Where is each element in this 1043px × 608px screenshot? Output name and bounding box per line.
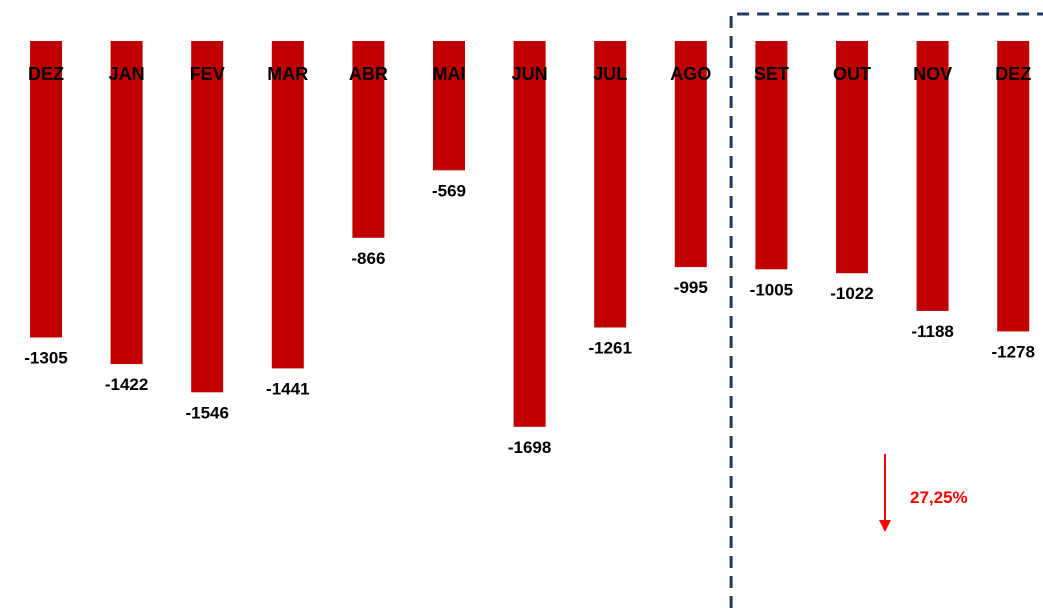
category-label: JAN [109,64,145,84]
value-label: -1441 [266,379,309,398]
highlight-box [729,12,1043,608]
category-label: AGO [670,64,711,84]
bar-mar-3 [271,41,304,369]
category-label: NOV [913,64,952,84]
bar-out-10 [836,41,868,274]
value-label: -569 [432,181,466,200]
value-label: -1278 [991,342,1034,361]
labels-layer: -1305 -1422 -1546 -1441 -866 -569 -1698 -1261 -9… [24,64,1035,457]
value-label: -1698 [508,438,551,457]
category-label: DEZ [995,64,1031,84]
value-label: -866 [351,249,385,268]
bar-jul-7 [594,41,627,328]
bar-dez-0 [30,41,62,338]
bar-fev-2 [191,41,224,393]
value-label: -1261 [588,339,631,358]
value-label: -995 [674,278,708,297]
bar-set-9 [755,41,788,270]
annotation-label: 27,25% [910,488,968,507]
annotation: 27,25% [879,454,968,532]
value-label: -1546 [185,403,228,422]
category-label: OUT [833,64,871,84]
bar-dez-12 [997,41,1030,332]
down-arrow-head-icon [879,520,891,532]
bar-ago-8 [674,41,707,268]
category-label: FEV [190,64,225,84]
value-label: -1422 [105,375,148,394]
bar-jan-1 [110,41,143,365]
category-label: ABR [349,64,388,84]
value-label: -1188 [911,322,954,341]
value-label: -1305 [24,349,67,368]
bar-jun-6 [513,41,546,427]
bar-nov-11 [916,41,949,311]
category-label: SET [754,64,789,84]
category-label: JUN [512,64,548,84]
category-label: MAR [267,64,308,84]
category-label: MAI [433,64,466,84]
category-label: DEZ [28,64,64,84]
bar-mai-5 [433,41,465,171]
category-label: JUL [593,64,627,84]
bar-abr-4 [352,41,385,238]
value-label: -1022 [830,284,873,303]
value-label: -1005 [750,280,793,299]
bars-layer [30,41,1030,427]
